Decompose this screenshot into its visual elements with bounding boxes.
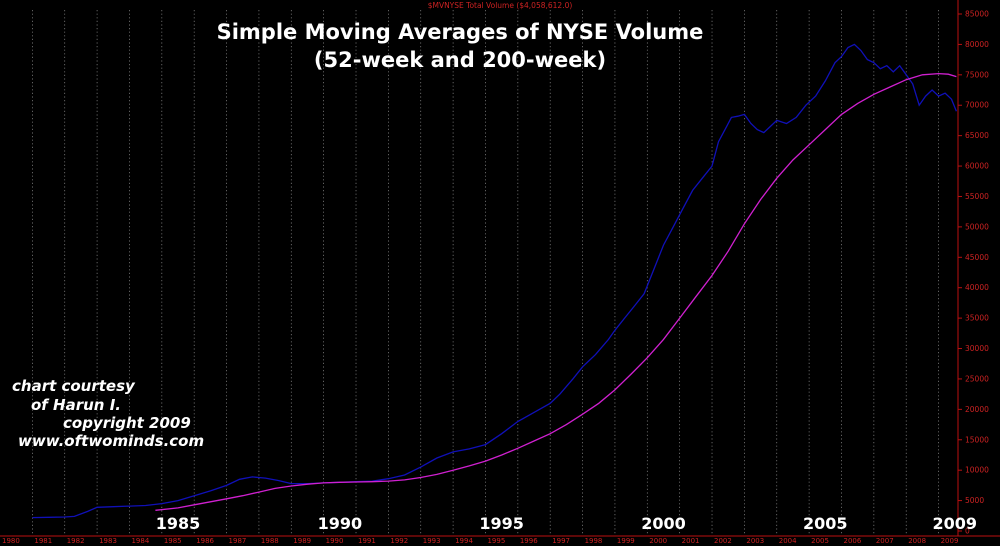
major-year-2005: 2005 bbox=[803, 514, 848, 533]
year-label-1980: 1980 bbox=[2, 537, 20, 545]
year-label-2008: 2008 bbox=[908, 537, 926, 545]
y-tick-80000: 80000 bbox=[965, 40, 989, 49]
y-tick-65000: 65000 bbox=[965, 131, 989, 140]
year-label-1989: 1989 bbox=[293, 537, 311, 545]
major-year-1990: 1990 bbox=[318, 514, 363, 533]
y-axis-ticks: 0 5000 10000 15000 20000 25000 30000 35000 40000… bbox=[958, 10, 989, 536]
chart-subtitle: (52-week and 200-week) bbox=[314, 48, 606, 72]
year-label-1984: 1984 bbox=[131, 537, 149, 545]
y-tick-55000: 55000 bbox=[965, 192, 989, 201]
major-year-1985: 1985 bbox=[156, 514, 201, 533]
y-tick-75000: 75000 bbox=[965, 70, 989, 79]
year-label-2001: 2001 bbox=[682, 537, 700, 545]
y-tick-50000: 50000 bbox=[965, 222, 989, 231]
y-tick-0: 0 bbox=[965, 527, 970, 536]
year-label-2002: 2002 bbox=[714, 537, 732, 545]
chart-header: $MVNYSE Total Volume ($4,058,612.0) bbox=[428, 1, 573, 10]
y-tick-5000: 5000 bbox=[965, 496, 984, 505]
grid-lines bbox=[32, 10, 939, 536]
year-label-2004: 2004 bbox=[779, 537, 797, 545]
year-label-1998: 1998 bbox=[585, 537, 603, 545]
year-label-1983: 1983 bbox=[99, 537, 117, 545]
year-label-1985: 1985 bbox=[164, 537, 182, 545]
year-label-1987: 1987 bbox=[229, 537, 247, 545]
year-label-2006: 2006 bbox=[843, 537, 861, 545]
year-label-1992: 1992 bbox=[390, 537, 408, 545]
credit-line-3: copyright 2009 bbox=[63, 414, 191, 432]
y-tick-35000: 35000 bbox=[965, 314, 989, 323]
year-label-2009: 2009 bbox=[941, 537, 959, 545]
year-label-2005: 2005 bbox=[811, 537, 829, 545]
year-label-2000: 2000 bbox=[649, 537, 667, 545]
year-label-1994: 1994 bbox=[455, 537, 473, 545]
chart-title: Simple Moving Averages of NYSE Volume bbox=[217, 20, 704, 44]
major-year-1995: 1995 bbox=[479, 514, 524, 533]
year-label-2007: 2007 bbox=[876, 537, 894, 545]
y-tick-20000: 20000 bbox=[965, 405, 989, 414]
major-year-2009: 2009 bbox=[932, 514, 977, 533]
year-label-1993: 1993 bbox=[423, 537, 441, 545]
series-line-0 bbox=[32, 43, 958, 519]
year-label-1988: 1988 bbox=[261, 537, 279, 545]
y-tick-15000: 15000 bbox=[965, 435, 989, 444]
year-label-2003: 2003 bbox=[746, 537, 764, 545]
y-tick-45000: 45000 bbox=[965, 253, 989, 262]
credit-line-1: chart courtesy bbox=[12, 377, 136, 395]
year-label-1990: 1990 bbox=[326, 537, 344, 545]
year-label-1982: 1982 bbox=[67, 537, 85, 545]
year-label-1999: 1999 bbox=[617, 537, 635, 545]
y-tick-25000: 25000 bbox=[965, 374, 989, 383]
y-tick-60000: 60000 bbox=[965, 162, 989, 171]
y-tick-70000: 70000 bbox=[965, 101, 989, 110]
credit-line-4: www.oftwominds.com bbox=[18, 432, 204, 450]
year-label-1991: 1991 bbox=[358, 537, 376, 545]
x-axis-year-ticks: 1980 1981 1982 1983 1984 1985 1986 1987 1988 1989… bbox=[2, 537, 958, 545]
y-tick-10000: 10000 bbox=[965, 466, 989, 475]
series-line-1 bbox=[155, 72, 957, 511]
major-year-2000: 2000 bbox=[641, 514, 686, 533]
y-tick-85000: 85000 bbox=[965, 10, 989, 19]
year-label-1997: 1997 bbox=[552, 537, 570, 545]
year-label-1996: 1996 bbox=[520, 537, 538, 545]
year-label-1986: 1986 bbox=[196, 537, 214, 545]
y-tick-40000: 40000 bbox=[965, 283, 989, 292]
credit-line-2: of Harun I. bbox=[31, 396, 121, 414]
year-label-1995: 1995 bbox=[487, 537, 505, 545]
y-tick-30000: 30000 bbox=[965, 344, 989, 353]
x-axis-major-years: 1985 1990 1995 2000 2005 2009 bbox=[156, 514, 977, 533]
year-label-1981: 1981 bbox=[34, 537, 52, 545]
series-layer bbox=[32, 43, 958, 519]
